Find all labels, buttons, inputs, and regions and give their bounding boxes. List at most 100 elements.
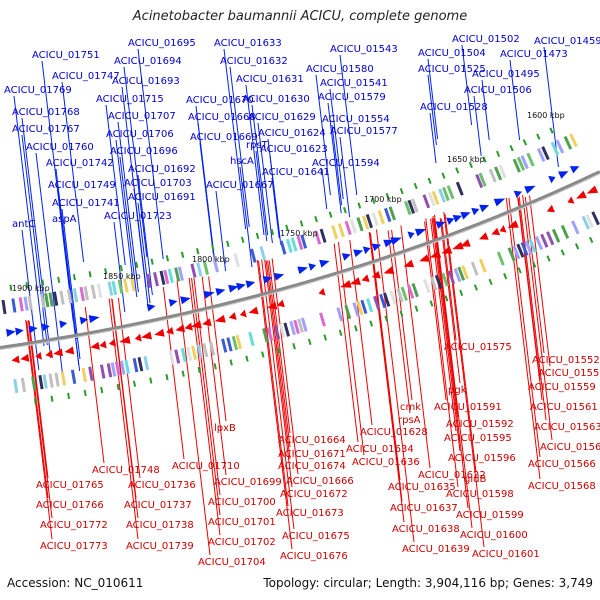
kbp-tick-label: 1600 kbp (527, 111, 565, 120)
kbp-tick-label: 1650 kbp (447, 155, 485, 164)
connector-forward (315, 74, 331, 196)
reverse-gene-arrow (576, 190, 587, 199)
connector-forward (35, 152, 65, 384)
gene-label-forward: ACICU_01528 (420, 102, 488, 113)
connector-forward (117, 121, 139, 293)
forward-gene-arrow (471, 207, 480, 216)
feature-band (427, 192, 436, 207)
reverse-gene-arrow (175, 324, 186, 333)
connector-reverse (208, 276, 227, 422)
feature-band (119, 360, 126, 375)
feature-band (20, 377, 26, 393)
forward-gene-arrow (146, 303, 156, 312)
feature-band (23, 296, 29, 311)
feature-band (356, 301, 364, 316)
connector-forward (13, 95, 45, 347)
gene-label-reverse: ACICU_01676 (280, 551, 348, 562)
gene-label-reverse: ACICU_01738 (126, 520, 194, 531)
gc-marker (455, 167, 460, 174)
gene-label-forward: ACICU_01668 (188, 112, 256, 123)
gc-marker (100, 386, 104, 394)
gc-marker (328, 211, 333, 218)
gc-marker (33, 398, 37, 405)
feature-band (52, 291, 59, 306)
gc-marker (116, 383, 120, 391)
connector-reverse (258, 260, 289, 507)
feature-band (248, 331, 255, 347)
connector-forward (215, 190, 227, 272)
gene-label-forward: ACICU_01706 (106, 129, 174, 140)
gene-label-forward: ACICU_01632 (220, 56, 288, 67)
reverse-gene-arrow (361, 274, 370, 283)
gene-label-reverse: ACICU_01596 (448, 453, 516, 464)
connector-reverse (433, 214, 473, 529)
gene-label-forward: ACICU_01641 (262, 167, 330, 178)
feature-band (314, 230, 322, 245)
feature-band (290, 237, 298, 252)
feature-band (72, 288, 79, 303)
gc-marker (323, 334, 327, 341)
feature-band (202, 342, 209, 358)
gene-label-reverse: ACICU_01635 (388, 482, 456, 493)
feature-band (461, 265, 469, 280)
gc-marker (441, 172, 446, 179)
feature-band (507, 247, 516, 262)
reverse-gene-arrow (20, 353, 30, 362)
feature-band (300, 317, 308, 332)
gene-label-reverse: ACICU_01634 (346, 444, 414, 455)
connector-reverse (430, 218, 457, 432)
gene-label-forward: ACICU_01630 (242, 94, 310, 105)
gene-label-forward: ACICU_01751 (32, 50, 100, 61)
feature-band (438, 188, 446, 203)
gene-label-reverse: ACICU_01595 (444, 433, 512, 444)
gc-marker (240, 236, 245, 244)
gc-marker (132, 380, 137, 387)
reverse-gene-arrow (371, 270, 381, 279)
gene-arrows (6, 166, 599, 364)
feature-band (377, 210, 385, 225)
connector-reverse (522, 194, 553, 441)
gene-label-forward: ACICU_01760 (26, 142, 94, 153)
feature-band (581, 215, 591, 230)
connector-reverse (193, 277, 221, 496)
gene-label-forward: ACICU_01742 (46, 158, 114, 169)
feature-band (129, 276, 136, 292)
reverse-gene-arrow (460, 239, 471, 247)
forward-gene-arrow (569, 166, 580, 174)
gc-marker (427, 177, 432, 185)
gene-label-reverse: ACICU_01639 (402, 544, 470, 555)
feature-band (447, 270, 456, 285)
gene-label-reverse: ACICU_01673 (276, 508, 344, 519)
gc-marker (213, 363, 217, 370)
reverse-gene-arrow (452, 241, 464, 250)
gc-marker (119, 264, 123, 272)
feature-band (212, 258, 219, 273)
connector-reverse (176, 280, 211, 556)
gene-label-forward: ACICU_01504 (418, 48, 486, 59)
kbp-tick-label: 1700 kbp (364, 195, 402, 204)
gc-marker (83, 389, 87, 397)
forward-gene-arrow (236, 282, 246, 291)
feature-band (54, 372, 60, 387)
forward-gene-arrow (341, 253, 351, 261)
gene-label-reverse: ACICU_01672 (280, 489, 348, 500)
connector-forward (199, 142, 214, 254)
feature-band (174, 267, 181, 282)
gene-label-reverse: rpsA (398, 415, 421, 426)
feature-band (283, 322, 290, 337)
forward-gene-arrow (446, 217, 455, 225)
gc-marker (261, 351, 265, 358)
connector-forward (137, 174, 153, 296)
feature-band (534, 235, 544, 251)
feature-band (279, 323, 286, 338)
feature-band (442, 186, 450, 202)
gc-marker (211, 244, 215, 251)
feature-band (407, 199, 416, 214)
gene-label-reverse: ACICU_01700 (208, 497, 276, 508)
gene-label-forward: ACICU_01502 (452, 34, 520, 45)
forward-gene-arrow (390, 237, 402, 245)
gene-label-reverse: ACICU_01566 (528, 459, 596, 470)
gene-label-forward: ACICU_01693 (112, 76, 180, 87)
gc-marker (560, 249, 565, 256)
gc-marker (371, 197, 376, 204)
